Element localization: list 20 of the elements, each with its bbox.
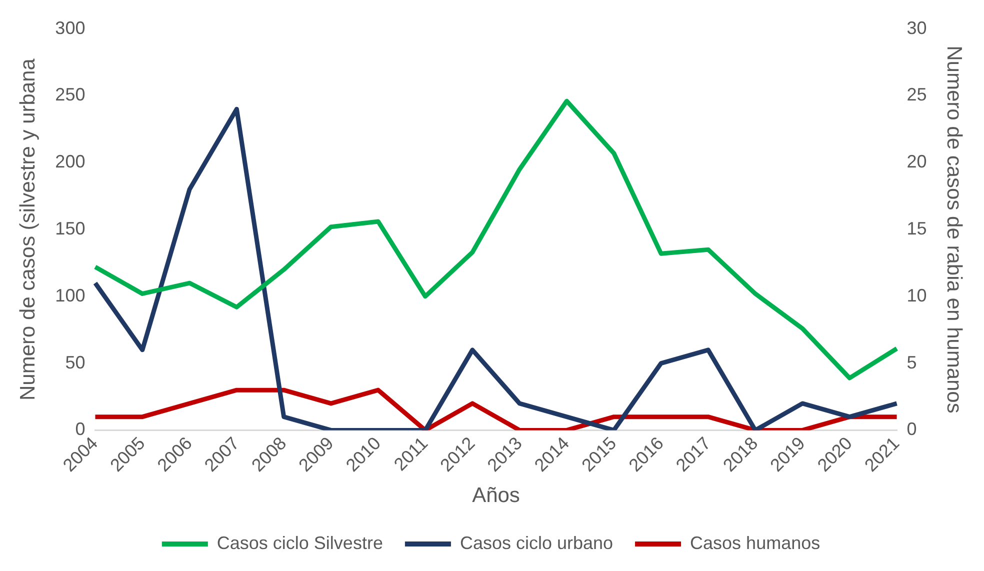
y2-tick-label: 0 [906,419,917,440]
y-tick-label: 0 [75,419,86,440]
y2-axis-title: Numero de casos de rabia en humanos [942,46,966,414]
y2-tick-label: 5 [906,352,917,372]
y2-tick-label: 10 [906,285,927,306]
y2-tick-label: 25 [906,84,927,105]
legend-label: Casos humanos [690,532,820,553]
y2-tick-label: 15 [906,218,927,238]
y2-tick-label: 30 [906,18,927,38]
y-tick-label: 150 [55,218,86,238]
legend-label: Casos ciclo Silvestre [216,532,383,553]
legend-label: Casos ciclo urbano [460,532,614,553]
x-axis-title: Años [472,484,520,508]
y-tick-label: 100 [55,285,86,306]
y-tick-label: 250 [55,84,86,105]
y-tick-label: 200 [55,152,86,172]
y-tick-label: 50 [65,352,86,372]
y-axis-title: Numero de casos (silvestre y urbana [16,58,40,400]
y-tick-label: 300 [55,18,86,38]
y2-tick-label: 20 [906,152,927,172]
